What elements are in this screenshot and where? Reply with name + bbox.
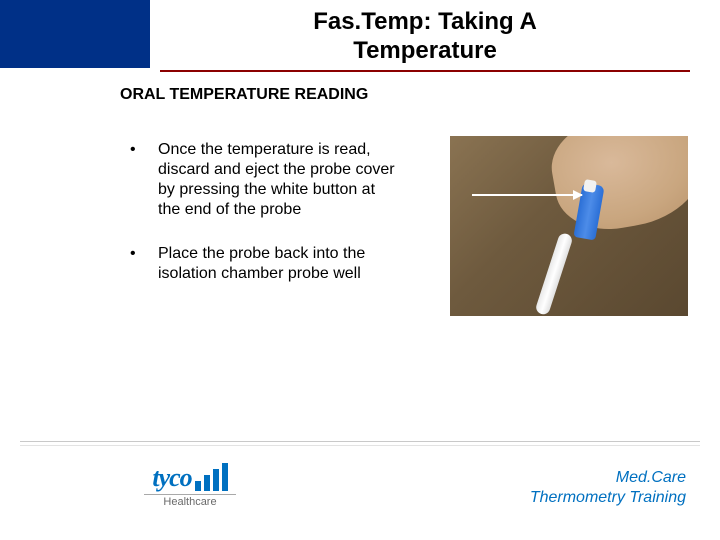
logo-bar-icon [195,481,201,491]
title-underline [160,70,690,72]
hand-shape [545,136,688,238]
section-subtitle: ORAL TEMPERATURE READING [120,86,368,104]
probe-stem [534,232,573,316]
footer-divider [20,441,700,442]
bullet-text: Place the probe back into the isolation … [158,244,400,284]
footer-line2: Thermometry Training [530,488,686,508]
tyco-wordmark: tyco [130,457,250,491]
logo-bar-icon [204,475,210,491]
slide-title-container: Fas.Temp: Taking A Temperature [160,8,690,72]
header-accent-block [0,0,150,68]
list-item: • Once the temperature is read, discard … [130,140,400,220]
instruction-photo [450,136,688,316]
footer-divider-light [20,445,700,446]
tyco-logo-block: tyco Healthcare [130,457,250,508]
slide-title-line1: Fas.Temp: Taking A [160,8,690,37]
logo-bar-icon [213,469,219,491]
tyco-brand-text: tyco [152,465,191,491]
list-item: • Place the probe back into the isolatio… [130,244,400,284]
probe-eject-button [583,179,597,193]
bullet-list: • Once the temperature is read, discard … [130,140,400,308]
bullet-marker: • [130,140,158,220]
logo-divider [144,494,236,495]
footer-caption: Med.Care Thermometry Training [530,468,686,508]
logo-subtext: Healthcare [130,496,250,508]
bullet-marker: • [130,244,158,284]
slide-title-line2: Temperature [160,37,690,66]
logo-bar-icon [222,463,228,491]
pointer-arrow [472,194,582,196]
bullet-text: Once the temperature is read, discard an… [158,140,400,220]
footer-line1: Med.Care [530,468,686,488]
